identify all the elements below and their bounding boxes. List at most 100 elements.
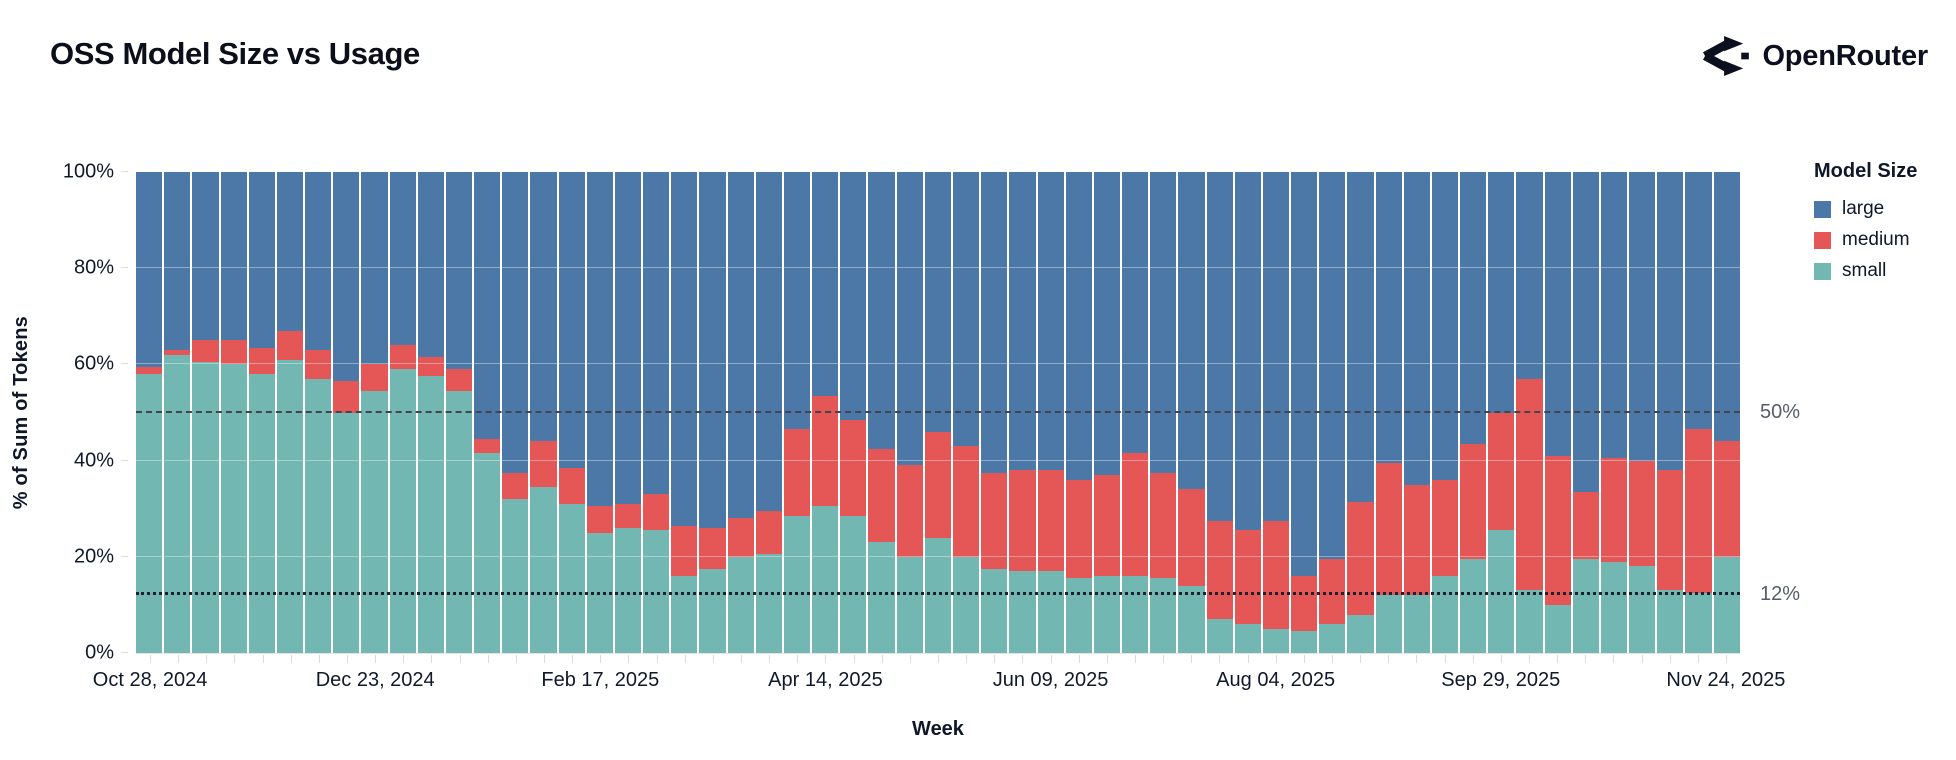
bar-segment-medium[interactable] [1347, 501, 1374, 615]
bar-segment-large[interactable] [1122, 172, 1149, 454]
bar-segment-large[interactable] [1150, 172, 1177, 473]
bar-segment-medium[interactable] [558, 467, 585, 504]
bar-segment-small[interactable] [614, 527, 642, 653]
bar-segment-small[interactable] [671, 576, 698, 653]
bar-week-sep-15-2025[interactable] [1431, 172, 1459, 653]
bar-week-jul-21-2025[interactable] [1206, 172, 1233, 653]
bar-segment-medium[interactable] [1657, 470, 1684, 591]
bar-week-sep-29-2025[interactable] [1488, 172, 1515, 653]
bar-segment-medium[interactable] [1375, 463, 1402, 596]
bar-week-jul-07-2025[interactable] [1150, 172, 1177, 653]
bar-segment-large[interactable] [586, 172, 613, 507]
bar-segment-large[interactable] [361, 172, 388, 365]
bar-segment-small[interactable] [699, 568, 726, 653]
bar-segment-small[interactable] [1600, 561, 1628, 653]
bar-segment-small[interactable] [1093, 576, 1121, 653]
bar-segment-small[interactable] [1037, 571, 1064, 653]
bar-week-jun-09-2025[interactable] [1037, 172, 1064, 653]
bar-segment-small[interactable] [1572, 559, 1599, 653]
bar-segment-medium[interactable] [530, 441, 557, 488]
bar-week-feb-17-2025[interactable] [586, 172, 613, 653]
bar-segment-small[interactable] [840, 515, 867, 653]
bar-week-nov-25-2024[interactable] [248, 172, 275, 653]
bar-segment-medium[interactable] [924, 431, 951, 538]
bar-week-oct-28-2024[interactable] [136, 172, 163, 653]
bar-segment-small[interactable] [248, 374, 275, 653]
bar-segment-large[interactable] [1037, 172, 1064, 471]
bar-segment-small[interactable] [276, 359, 304, 653]
bar-segment-large[interactable] [1657, 172, 1684, 471]
bar-week-nov-24-2025[interactable] [1713, 172, 1740, 653]
bar-week-may-12-2025[interactable] [924, 172, 951, 653]
bar-segment-small[interactable] [558, 503, 585, 653]
bar-segment-large[interactable] [164, 172, 191, 350]
bar-segment-small[interactable] [1065, 578, 1092, 653]
bar-week-oct-06-2025[interactable] [1516, 172, 1543, 653]
bar-week-jan-27-2025[interactable] [502, 172, 529, 653]
bar-segment-medium[interactable] [248, 347, 275, 375]
bar-week-apr-28-2025[interactable] [868, 172, 895, 653]
bar-segment-large[interactable] [192, 172, 219, 341]
bar-segment-medium[interactable] [981, 472, 1008, 569]
bar-segment-large[interactable] [1600, 172, 1628, 459]
bar-segment-medium[interactable] [333, 381, 360, 413]
bar-segment-small[interactable] [1122, 576, 1149, 653]
bar-segment-medium[interactable] [1460, 443, 1487, 560]
bar-segment-small[interactable] [417, 376, 444, 653]
bar-segment-medium[interactable] [1319, 559, 1346, 625]
bar-segment-large[interactable] [1516, 172, 1543, 379]
bar-week-jul-28-2025[interactable] [1234, 172, 1261, 653]
bar-segment-medium[interactable] [783, 429, 811, 516]
bar-week-feb-03-2025[interactable] [530, 172, 557, 653]
bar-week-nov-17-2025[interactable] [1685, 172, 1712, 653]
bar-segment-large[interactable] [981, 172, 1008, 473]
bar-segment-large[interactable] [530, 172, 557, 442]
bar-segment-medium[interactable] [1629, 460, 1656, 567]
bar-week-apr-07-2025[interactable] [783, 172, 811, 653]
bar-segment-small[interactable] [361, 390, 388, 653]
bar-segment-medium[interactable] [1488, 412, 1515, 531]
bar-segment-large[interactable] [755, 172, 782, 512]
bar-segment-small[interactable] [783, 515, 811, 653]
bar-segment-small[interactable] [952, 556, 980, 653]
bar-segment-large[interactable] [1009, 172, 1036, 471]
bar-week-dec-02-2024[interactable] [276, 172, 304, 653]
bar-segment-medium[interactable] [1206, 520, 1233, 620]
bar-segment-small[interactable] [333, 412, 360, 653]
bar-week-nov-11-2024[interactable] [192, 172, 219, 653]
bar-segment-medium[interactable] [1150, 472, 1177, 579]
bar-segment-large[interactable] [1572, 172, 1599, 492]
bar-segment-medium[interactable] [1685, 429, 1712, 593]
bar-segment-large[interactable] [1713, 172, 1740, 442]
bar-segment-large[interactable] [276, 172, 304, 331]
bar-week-aug-04-2025[interactable] [1262, 172, 1290, 653]
bar-segment-medium[interactable] [1122, 453, 1149, 577]
bar-week-sep-22-2025[interactable] [1460, 172, 1487, 653]
bar-segment-small[interactable] [1516, 590, 1543, 653]
bar-segment-small[interactable] [136, 374, 163, 653]
bar-segment-small[interactable] [305, 378, 332, 653]
bar-segment-medium[interactable] [136, 366, 163, 375]
bar-segment-small[interactable] [812, 506, 839, 653]
bar-segment-large[interactable] [783, 172, 811, 430]
bar-segment-large[interactable] [1403, 172, 1430, 485]
bar-segment-medium[interactable] [1600, 458, 1628, 562]
bar-segment-medium[interactable] [1431, 479, 1459, 577]
bar-week-feb-24-2025[interactable] [614, 172, 642, 653]
bar-segment-large[interactable] [1319, 172, 1346, 560]
bar-segment-large[interactable] [220, 172, 247, 341]
bar-segment-small[interactable] [1009, 571, 1036, 653]
bar-segment-small[interactable] [1262, 628, 1290, 653]
bar-segment-medium[interactable] [1544, 455, 1571, 605]
bar-week-jun-23-2025[interactable] [1093, 172, 1121, 653]
bar-week-apr-21-2025[interactable] [840, 172, 867, 653]
bar-segment-medium[interactable] [671, 525, 698, 577]
bar-week-dec-23-2024[interactable] [361, 172, 388, 653]
bar-segment-large[interactable] [502, 172, 529, 473]
legend-item-small[interactable]: small [1814, 260, 1954, 282]
bar-segment-medium[interactable] [1262, 520, 1290, 629]
bar-week-mar-31-2025[interactable] [755, 172, 782, 653]
bar-week-apr-14-2025[interactable] [812, 172, 839, 653]
bar-week-jan-13-2025[interactable] [445, 172, 473, 653]
bar-week-jan-20-2025[interactable] [474, 172, 501, 653]
